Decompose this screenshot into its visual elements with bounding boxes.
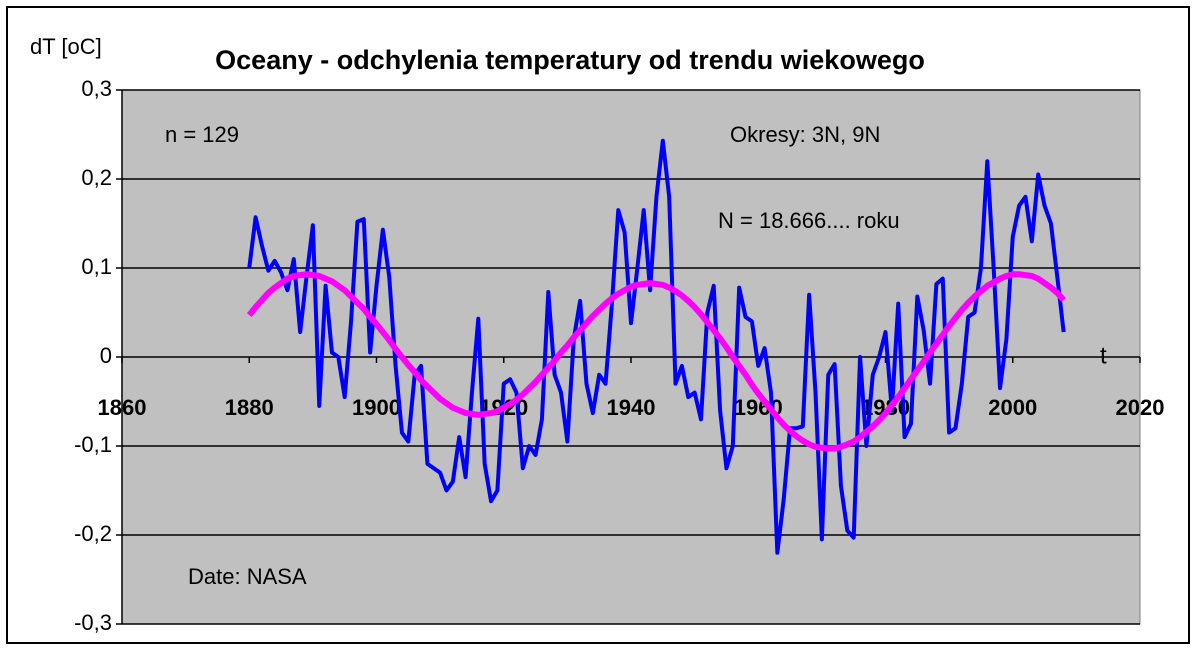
annotation: N = 18.666.... roku <box>718 208 900 233</box>
annotation: Okresy: 3N, 9N <box>730 122 880 147</box>
annotation: Date: NASA <box>188 564 307 589</box>
y-tick-label: -0,2 <box>74 521 112 546</box>
x-tick-label: 2000 <box>988 395 1037 420</box>
y-tick-label: 0,2 <box>81 165 112 190</box>
y-tick-label: 0,3 <box>81 76 112 101</box>
x-tick-label: 1880 <box>225 395 274 420</box>
chart-title: Oceany - odchylenia temperatury od trend… <box>215 45 925 75</box>
x-tick-label: 2020 <box>1116 395 1165 420</box>
x-tick-label: 1860 <box>98 395 147 420</box>
data-line <box>247 138 1066 555</box>
y-axis-label: dT [oC] <box>30 34 102 59</box>
y-tick-label: -0,1 <box>74 432 112 457</box>
y-tick-label: 0,1 <box>81 254 112 279</box>
x-axis-label: t <box>1100 342 1107 369</box>
y-tick-label: -0,3 <box>74 610 112 635</box>
x-tick-label: 1940 <box>607 395 656 420</box>
data-line <box>246 271 1066 452</box>
y-tick-label: 0 <box>100 343 112 368</box>
x-tick-label: 1900 <box>352 395 401 420</box>
annotation: n = 129 <box>165 122 239 147</box>
